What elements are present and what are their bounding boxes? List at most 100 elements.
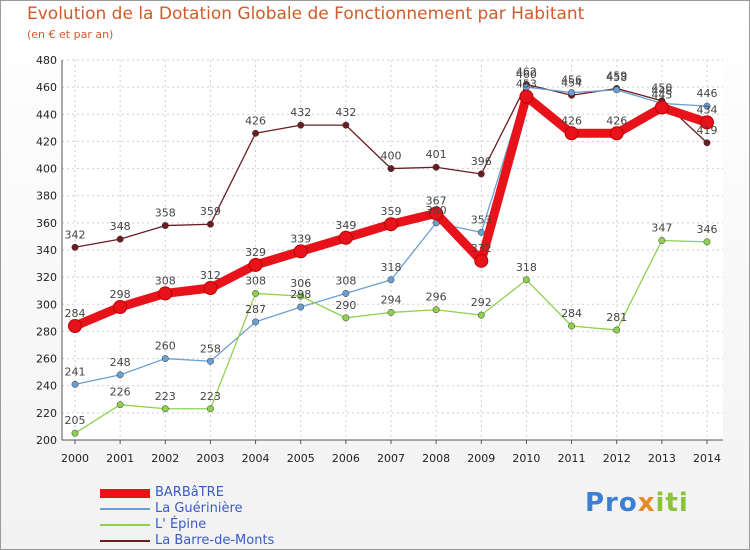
data-label: 347 — [651, 222, 672, 235]
data-label: 223 — [155, 390, 176, 403]
data-label: 453 — [516, 78, 537, 91]
data-label: 248 — [110, 356, 131, 369]
data-point — [68, 319, 82, 333]
data-point — [522, 276, 530, 284]
y-tick-label: 340 — [36, 244, 57, 257]
y-tick-label: 460 — [36, 81, 57, 94]
data-label: 226 — [110, 386, 131, 399]
legend-label: La Guérinière — [155, 501, 243, 516]
y-tick-label: 380 — [36, 190, 57, 203]
data-point — [297, 303, 305, 311]
proxiti-logo: Proxiti — [585, 488, 689, 518]
x-tick-label: 2004 — [242, 452, 270, 465]
data-label: 400 — [381, 150, 402, 163]
y-tick-label: 360 — [36, 217, 57, 230]
data-label: 308 — [245, 274, 266, 287]
y-tick-label: 400 — [36, 163, 57, 176]
data-point — [297, 292, 305, 300]
data-point — [432, 163, 440, 171]
data-point — [613, 86, 621, 94]
data-label: 359 — [200, 205, 221, 218]
data-point — [387, 276, 395, 284]
data-label: 450 — [651, 82, 672, 95]
x-tick-label: 2011 — [558, 452, 586, 465]
data-label: 318 — [381, 261, 402, 274]
legend-swatch — [100, 488, 150, 498]
data-point — [613, 326, 621, 334]
chart-subtitle: (en € et par an) — [27, 28, 114, 41]
data-point — [519, 89, 534, 104]
data-label: 258 — [200, 342, 221, 355]
data-point — [206, 357, 214, 365]
data-point — [161, 222, 169, 230]
x-tick-label: 2010 — [512, 452, 540, 465]
line-chart: 200 220 240 260 280 300 320 340 360 380 400 420 440 4… — [36, 54, 723, 465]
data-label: 360 — [426, 204, 447, 217]
y-tick-label: 320 — [36, 271, 57, 284]
data-label: 298 — [290, 288, 311, 301]
data-label: 318 — [516, 261, 537, 274]
legend-swatch — [100, 508, 150, 510]
data-point — [293, 244, 308, 259]
data-label: 426 — [561, 114, 582, 127]
data-point — [564, 126, 579, 141]
data-point — [161, 355, 169, 363]
y-tick-label: 220 — [36, 407, 57, 420]
data-point — [252, 318, 260, 326]
data-point — [158, 286, 173, 301]
legend-swatch — [100, 540, 150, 542]
data-point — [703, 139, 711, 147]
legend-swatch — [100, 524, 150, 526]
data-point — [71, 429, 79, 437]
legend-label: L' Épine — [155, 517, 207, 532]
data-point — [116, 371, 124, 379]
data-label: 284 — [561, 307, 582, 320]
legend-label: BARBâTRE — [155, 485, 224, 500]
chart-title: Evolution de la Dotation Globale de Fonc… — [27, 4, 585, 24]
data-point — [658, 237, 666, 244]
data-label: 448 — [651, 84, 672, 97]
y-tick-label: 420 — [36, 135, 57, 148]
x-tick-label: 2014 — [693, 452, 721, 465]
y-tick-label: 240 — [36, 380, 57, 393]
data-point — [387, 165, 395, 173]
data-label: 281 — [606, 311, 627, 324]
data-point — [703, 238, 711, 246]
data-label: 353 — [471, 213, 492, 226]
data-point — [297, 121, 305, 129]
x-tick-label: 2009 — [467, 452, 495, 465]
data-label: 332 — [471, 242, 492, 255]
y-tick-label: 260 — [36, 353, 57, 366]
data-label: 348 — [110, 220, 131, 233]
data-label: 419 — [697, 124, 718, 137]
data-label: 339 — [290, 232, 311, 245]
x-tick-label: 2006 — [332, 452, 360, 465]
data-point — [248, 257, 263, 272]
data-label: 456 — [561, 74, 582, 87]
data-point — [703, 102, 711, 110]
data-label: 367 — [426, 194, 447, 207]
data-point — [432, 306, 440, 314]
x-tick-label: 2001 — [106, 452, 134, 465]
data-label: 426 — [245, 114, 266, 127]
data-label: 312 — [200, 269, 221, 282]
data-point — [113, 300, 128, 314]
data-label: 458 — [606, 71, 627, 84]
data-point — [203, 281, 218, 295]
data-point — [700, 115, 714, 130]
data-point — [161, 405, 169, 413]
data-label: 241 — [65, 365, 86, 378]
data-label: 446 — [697, 87, 718, 100]
data-label: 434 — [697, 103, 718, 116]
data-point — [477, 311, 485, 319]
data-point — [71, 380, 79, 388]
data-label: 329 — [245, 246, 266, 259]
data-point — [568, 322, 576, 330]
data-label: 359 — [381, 205, 402, 218]
data-label: 459 — [606, 70, 627, 83]
data-label: 445 — [651, 89, 672, 102]
data-point — [252, 289, 260, 297]
chart-grid — [62, 59, 723, 441]
data-point — [474, 253, 489, 268]
data-point — [387, 308, 395, 316]
